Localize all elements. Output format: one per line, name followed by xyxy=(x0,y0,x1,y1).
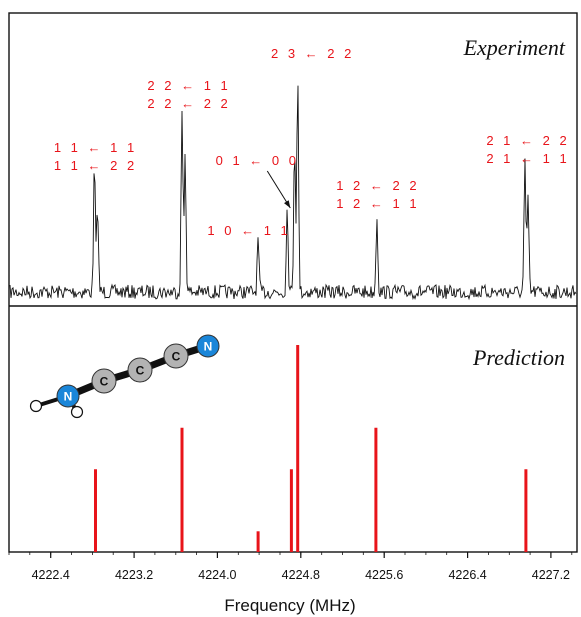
transition-label: 1 1 ← 2 2 xyxy=(54,158,137,173)
label-arrow-head xyxy=(284,200,291,208)
hydrogen-atom xyxy=(70,405,84,419)
nitrogen-atom xyxy=(196,334,220,358)
atom-symbol: C xyxy=(136,364,145,378)
atom-symbol: N xyxy=(204,340,213,354)
x-tick-label: 4226.4 xyxy=(448,568,486,582)
carbon-atom xyxy=(127,357,153,383)
atom-symbol: C xyxy=(172,350,181,364)
prediction-panel-title: Prediction xyxy=(472,345,565,370)
nitrogen-atom xyxy=(56,384,80,408)
x-tick-label: 4224.8 xyxy=(282,568,320,582)
transition-label: 2 1 ← 1 1 xyxy=(486,151,569,166)
transition-label: 2 2 ← 1 1 xyxy=(147,78,230,93)
x-axis: 4222.4 4223.2 4224.0 4224.8 4225.6 4226.4 4227… xyxy=(8,552,573,582)
transition-label: 1 0 ← 1 1 xyxy=(207,223,290,238)
x-tick-label: 4225.6 xyxy=(365,568,403,582)
transition-labels: 1 1 ← 1 1 1 1 ← 2 2 2 2 ← 1 1 2 2 ← 2 2 1 0 … xyxy=(54,46,569,238)
atom-symbol: N xyxy=(64,390,73,404)
experiment-panel-title: Experiment xyxy=(463,35,566,60)
plot-frame xyxy=(8,12,578,553)
carbon-atom xyxy=(163,343,189,369)
transition-label: 1 2 ← 1 1 xyxy=(336,196,419,211)
x-tick-label: 4224.0 xyxy=(198,568,236,582)
experiment-trace xyxy=(9,85,577,301)
atom-symbol: C xyxy=(100,375,109,389)
transition-label: 2 3 ← 2 2 xyxy=(271,46,354,61)
x-tick-label: 4227.2 xyxy=(532,568,570,582)
carbon-atom xyxy=(91,368,117,394)
hydrogen-atom xyxy=(29,399,43,413)
x-tick-label: 4223.2 xyxy=(115,568,153,582)
x-tick-label: 4222.4 xyxy=(32,568,70,582)
transition-label: 1 2 ← 2 2 xyxy=(336,178,419,193)
transition-label: 2 2 ← 2 2 xyxy=(147,96,230,111)
transition-label: 0 1 ← 0 0 xyxy=(216,153,299,168)
x-axis-label: Frequency (MHz) xyxy=(224,596,355,615)
molecule-diagram: N C C C N xyxy=(29,334,220,419)
prediction-sticks xyxy=(94,345,528,552)
transition-label: 2 1 ← 2 2 xyxy=(486,133,569,148)
transition-label: 1 1 ← 1 1 xyxy=(54,140,137,155)
